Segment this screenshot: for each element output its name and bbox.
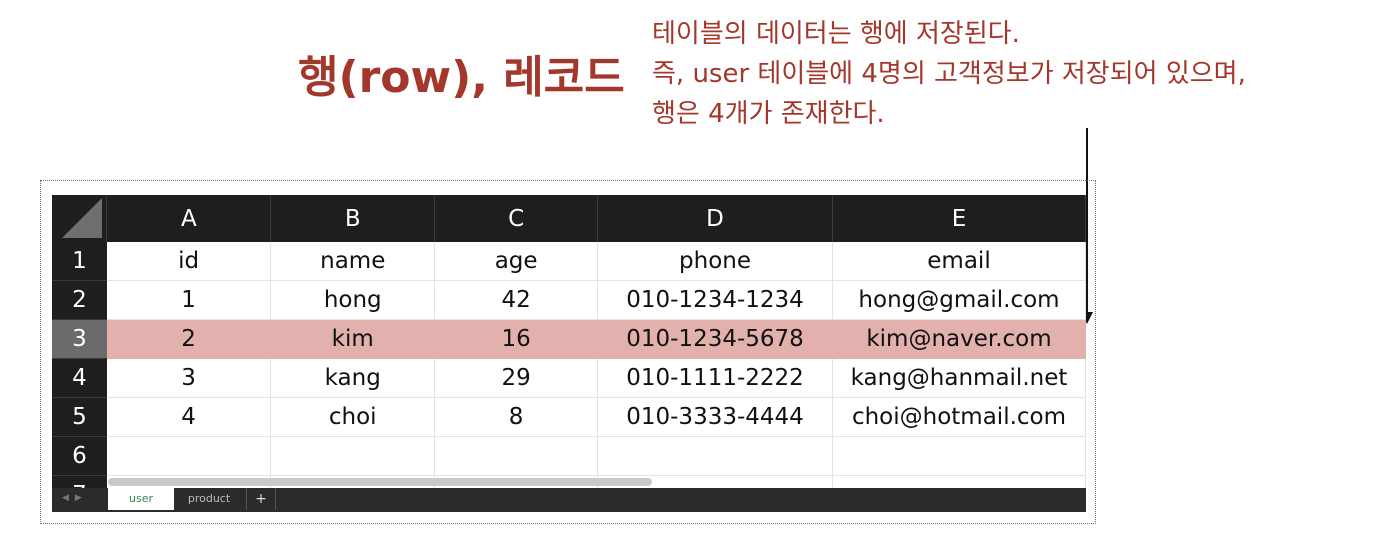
cell[interactable]: 29: [434, 358, 599, 398]
cell[interactable]: hong@gmail.com: [832, 280, 1086, 320]
cell[interactable]: 010-1234-1234: [597, 280, 833, 320]
row-number[interactable]: 2: [52, 280, 107, 320]
tab-product[interactable]: product: [187, 492, 231, 505]
horizontal-scrollbar[interactable]: [108, 478, 652, 486]
table-row: 1 id name age phone email: [52, 242, 1086, 281]
cell[interactable]: 2: [106, 319, 272, 359]
cell[interactable]: 010-3333-4444: [597, 397, 833, 437]
cell[interactable]: [832, 436, 1086, 476]
cell[interactable]: kang: [270, 358, 436, 398]
annotation-note: 테이블의 데이터는 행에 저장된다. 즉, user 테이블에 4명의 고객정보…: [652, 14, 1246, 134]
row-number[interactable]: 4: [52, 358, 107, 398]
cell[interactable]: kim@naver.com: [832, 319, 1086, 359]
cell[interactable]: 3: [106, 358, 272, 398]
column-header-row: A B C D E: [52, 195, 1086, 242]
sheet-frame: [40, 180, 1096, 524]
table-row: 2 1 hong 42 010-1234-1234 hong@gmail.com: [52, 280, 1086, 320]
cell[interactable]: 010-1234-5678: [597, 319, 833, 359]
page-title: 행(row), 레코드: [298, 52, 625, 103]
select-all-corner[interactable]: [52, 195, 108, 242]
cell[interactable]: 1: [106, 280, 272, 320]
row-number[interactable]: 1: [52, 242, 107, 281]
cell[interactable]: 42: [434, 280, 599, 320]
cell[interactable]: phone: [597, 242, 833, 281]
column-header-d[interactable]: D: [597, 195, 833, 242]
cell[interactable]: 16: [434, 319, 599, 359]
column-header-c[interactable]: C: [434, 195, 599, 242]
cell[interactable]: [270, 436, 436, 476]
cell[interactable]: 8: [434, 397, 599, 437]
pointer-arrow-line: [1086, 128, 1088, 314]
spreadsheet-grid: A B C D E 1 id name age phone email 2 1 …: [52, 195, 1086, 511]
cell[interactable]: kang@hanmail.net: [832, 358, 1086, 398]
cell[interactable]: 010-1111-2222: [597, 358, 833, 398]
tab-user[interactable]: user: [108, 488, 174, 510]
table-row-selected: 3 2 kim 16 010-1234-5678 kim@naver.com: [52, 319, 1086, 359]
tab-scroll-arrows-icon[interactable]: ◀▶: [62, 493, 88, 503]
cell[interactable]: age: [434, 242, 599, 281]
annotation-line-3: 행은 4개가 존재한다.: [652, 99, 885, 129]
cell[interactable]: choi: [270, 397, 436, 437]
cell[interactable]: [434, 436, 599, 476]
cell[interactable]: hong: [270, 280, 436, 320]
annotation-line-1: 테이블의 데이터는 행에 저장된다.: [652, 19, 1020, 49]
column-header-b[interactable]: B: [270, 195, 436, 242]
cell[interactable]: [106, 436, 272, 476]
cell[interactable]: kim: [270, 319, 436, 359]
corner-triangle-icon: [62, 198, 103, 238]
cell[interactable]: [597, 436, 833, 476]
row-number[interactable]: 6: [52, 436, 107, 476]
table-row: 5 4 choi 8 010-3333-4444 choi@hotmail.co…: [52, 397, 1086, 437]
cell[interactable]: choi@hotmail.com: [832, 397, 1086, 437]
spreadsheet: A B C D E 1 id name age phone email 2 1 …: [52, 195, 1086, 511]
cell[interactable]: email: [832, 242, 1086, 281]
sheet-tab-bar: ◀▶ user product +: [52, 488, 1086, 512]
annotation-line-2: 즉, user 테이블에 4명의 고객정보가 저장되어 있으며,: [652, 59, 1246, 89]
cell[interactable]: 4: [106, 397, 272, 437]
table-row: 4 3 kang 29 010-1111-2222 kang@hanmail.n…: [52, 358, 1086, 398]
column-header-a[interactable]: A: [106, 195, 272, 242]
cell[interactable]: name: [270, 242, 436, 281]
table-row: 6: [52, 436, 1086, 476]
cell[interactable]: id: [106, 242, 272, 281]
row-number[interactable]: 3: [52, 319, 107, 359]
row-number[interactable]: 5: [52, 397, 107, 437]
column-header-e[interactable]: E: [832, 195, 1086, 242]
add-sheet-button[interactable]: +: [246, 488, 276, 510]
